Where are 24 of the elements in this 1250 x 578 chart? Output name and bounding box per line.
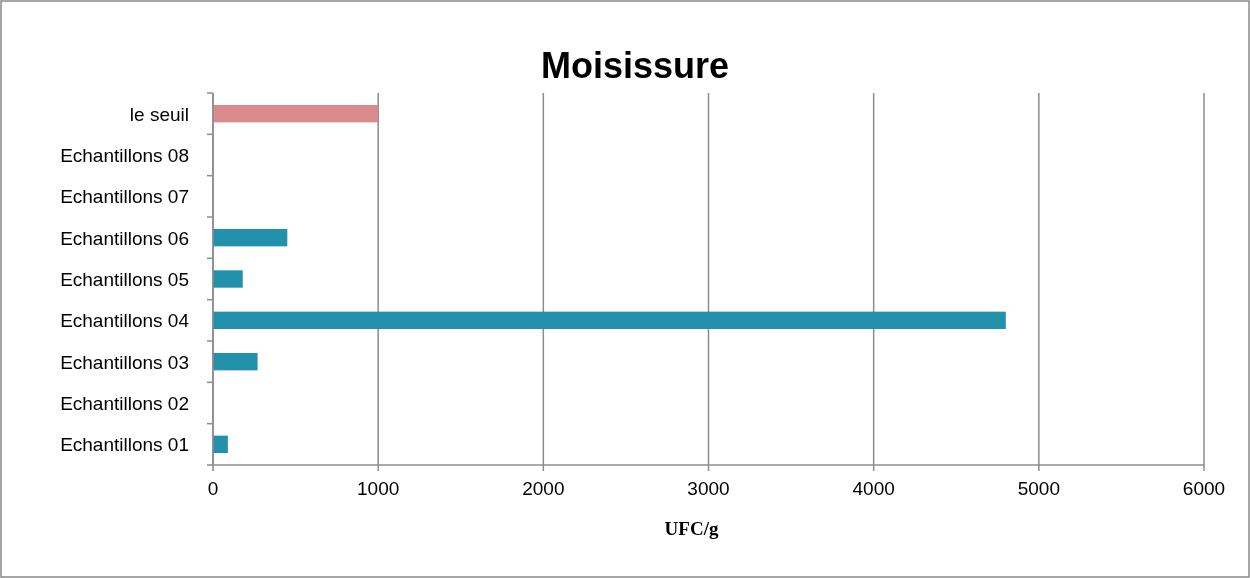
y-tick-label: Echantillons 08 xyxy=(60,145,189,166)
y-tick-label: Echantillons 03 xyxy=(60,351,189,373)
bar xyxy=(213,228,288,247)
bar xyxy=(213,311,1006,330)
x-tick-label: 4000 xyxy=(852,478,895,499)
x-tick-label: 6000 xyxy=(1182,478,1226,499)
y-tick-label: Echantillons 06 xyxy=(60,227,189,249)
x-tick-label: 2000 xyxy=(522,478,565,499)
x-tick-label: 1000 xyxy=(357,478,400,499)
x-tick-label: 0 xyxy=(207,478,219,499)
y-tick-label: Echantillons 02 xyxy=(60,393,189,414)
y-tick-label: Echantillons 04 xyxy=(60,310,190,332)
y-tick-label: le seuil xyxy=(129,103,189,125)
bar xyxy=(213,435,228,454)
y-tick-label: Echantillons 05 xyxy=(60,269,189,290)
chart-title: Moisissure xyxy=(540,45,730,86)
x-axis-title: UFC/g xyxy=(664,518,719,539)
y-tick-label: Echantillons 01 xyxy=(60,434,189,456)
bar xyxy=(213,104,379,123)
x-tick-label: 3000 xyxy=(687,478,730,499)
bar xyxy=(213,352,258,371)
y-tick-label: Echantillons 07 xyxy=(60,186,189,208)
x-tick-label: 5000 xyxy=(1017,478,1060,499)
bar xyxy=(213,270,243,288)
